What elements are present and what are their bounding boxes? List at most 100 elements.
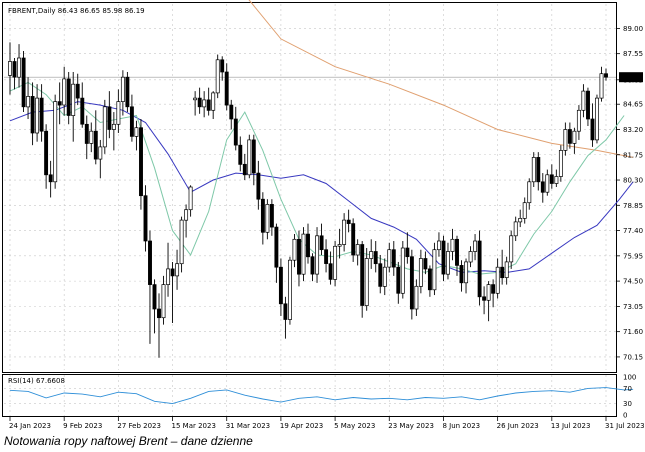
candles (8, 42, 608, 358)
candle (12, 58, 17, 90)
candle-body (441, 240, 446, 275)
candle (98, 139, 103, 179)
candle-body (563, 129, 568, 151)
candle-body (491, 284, 496, 294)
candle-body (536, 157, 541, 183)
candle-body (509, 235, 514, 263)
y-tick-label: 80.30 (623, 177, 643, 185)
y-tick-label: 70.15 (623, 353, 643, 361)
candle (391, 241, 396, 276)
candle-body (44, 130, 49, 176)
candle (288, 256, 292, 325)
candle (211, 91, 216, 120)
candle-body (247, 139, 252, 176)
candle (468, 246, 473, 268)
candle (545, 169, 550, 196)
candle-body (143, 195, 148, 242)
candle-body (455, 238, 459, 266)
candle (437, 232, 441, 257)
candle (382, 258, 387, 296)
candle (595, 94, 599, 144)
candle (446, 242, 450, 280)
candle-body (572, 130, 577, 144)
candle-body (382, 266, 387, 287)
candle (324, 239, 329, 273)
candle-body (242, 163, 247, 176)
candle-body (26, 96, 31, 108)
candle (441, 235, 446, 282)
candle (477, 230, 482, 306)
candle (351, 218, 356, 262)
candle (427, 265, 432, 297)
candle (558, 145, 563, 182)
candle (572, 127, 577, 154)
candle-body (527, 181, 532, 204)
candle (527, 178, 532, 210)
candle-body (197, 97, 202, 108)
candle (152, 279, 157, 334)
candle-body (229, 104, 234, 120)
candle-body (545, 174, 550, 193)
candle (89, 122, 94, 153)
candle-body (333, 245, 338, 280)
x-tick-label: 15 Mar 2023 (172, 422, 216, 430)
candle-body (310, 256, 315, 275)
candle-body (355, 244, 360, 256)
candle-body (269, 204, 274, 228)
candle-body (315, 235, 320, 275)
candle-body (102, 106, 107, 148)
candle (35, 84, 40, 142)
candle (80, 82, 85, 128)
candle-body (30, 96, 35, 134)
candle (260, 192, 265, 245)
last-price-value: 86.19 (621, 74, 641, 82)
candle (8, 42, 12, 95)
candle-body (482, 296, 487, 301)
y-tick-label: 78.85 (623, 202, 643, 210)
candle-body (576, 109, 581, 132)
candle-body (581, 90, 586, 111)
candle-body (427, 268, 432, 291)
candle (509, 230, 514, 269)
candle-body (8, 61, 12, 76)
candle-body (89, 130, 94, 144)
candle-body (531, 157, 536, 183)
candle-body (71, 83, 76, 116)
candle-body (107, 106, 112, 130)
time-axis: 24 Jan 2023 9 Feb 2023 27 Feb 2023 15 Mar 2… (9, 417, 645, 430)
candle-body (477, 240, 482, 298)
candle-body (540, 181, 545, 193)
candle (531, 152, 536, 187)
candle-body (17, 57, 21, 78)
candle (373, 241, 378, 273)
rsi-series (4, 387, 634, 405)
candle-body (554, 176, 559, 184)
candle-body (125, 76, 130, 108)
candle (197, 87, 202, 114)
candle (179, 216, 184, 273)
candle-body (414, 285, 419, 310)
candle-body (238, 144, 243, 165)
x-tick-label: 19 Apr 2023 (280, 422, 323, 430)
candle-body (233, 118, 238, 146)
candle-body (599, 73, 604, 99)
candle-body (206, 99, 211, 111)
candle-body (111, 123, 116, 130)
candle (306, 223, 310, 264)
candle-body (301, 233, 306, 275)
x-tick-label: 9 Feb 2023 (63, 422, 102, 430)
candle-body (297, 238, 301, 275)
y-tick-label: 83.20 (623, 126, 643, 134)
candle (220, 56, 225, 81)
candle (396, 261, 401, 304)
candle (455, 235, 459, 276)
rsi-label: RSI(14) 67.6608 (8, 377, 65, 385)
x-tick-label: 27 Feb 2023 (117, 422, 161, 430)
candle (301, 227, 306, 282)
candle-body (558, 150, 563, 177)
candle-body (283, 303, 288, 320)
candle-body (260, 198, 265, 233)
candle (134, 120, 139, 151)
candle (148, 230, 152, 344)
x-tick-label: 31 Jul 2023 (605, 422, 645, 430)
